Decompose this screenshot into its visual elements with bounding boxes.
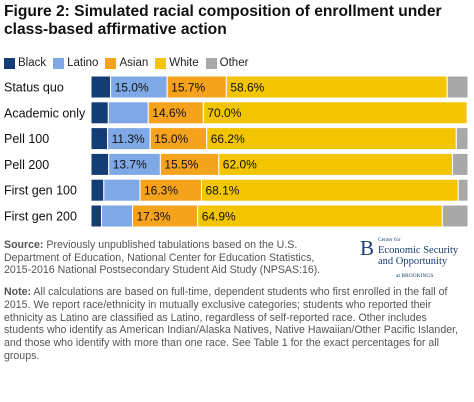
note-label: Note:	[4, 286, 32, 298]
data-label: 58.6%	[230, 80, 264, 94]
bar-segment-other	[446, 75, 469, 99]
category-label: First gen 100	[4, 184, 77, 198]
legend-swatch-asian	[105, 57, 117, 69]
legend-swatch-black	[4, 57, 15, 69]
chart-title: Figure 2: Simulated racial composition o…	[4, 3, 442, 38]
logo-line-2: and Opportunity	[378, 256, 448, 267]
legend-label-white: White	[169, 57, 199, 69]
bar-segment-other	[457, 178, 469, 202]
bar-segment-black	[90, 178, 105, 202]
legend-label-latino: Latino	[67, 57, 99, 69]
category-label: First gen 200	[4, 210, 77, 224]
bar-segment-latino	[103, 178, 141, 202]
legend-swatch-white	[155, 57, 167, 69]
bar-segment-white	[202, 101, 468, 125]
logo-line-1: Economic Security	[378, 245, 459, 256]
stacked-bar-chart: Status quo 15.0% 15.7% 58.6% Academic only 14…	[4, 75, 469, 228]
legend-item-asian: Asian	[105, 57, 148, 69]
data-label: 15.7%	[171, 80, 205, 94]
data-label: 15.5%	[164, 158, 198, 172]
data-label: 11.3%	[112, 132, 145, 146]
data-label: 15.0%	[154, 132, 188, 146]
data-label: 17.3%	[136, 209, 170, 223]
bar-segment-latino	[107, 101, 149, 125]
legend-item-white: White	[155, 57, 199, 69]
data-label: 62.0%	[223, 158, 257, 172]
legend-swatch-other	[205, 57, 217, 69]
data-label: 16.3%	[144, 184, 178, 198]
bar-segment-black	[90, 127, 109, 151]
data-label: 70.0%	[207, 106, 241, 120]
brookings-logo: B Center for Economic Security and Oppor…	[360, 236, 472, 280]
data-label: 13.7%	[113, 158, 147, 172]
category-label: Academic only	[4, 106, 86, 120]
legend-item-black: Black	[4, 57, 46, 69]
data-label: 15.0%	[115, 80, 149, 94]
legend-item-other: Other	[205, 57, 249, 69]
data-label: 64.9%	[202, 209, 236, 223]
data-label: 66.2%	[211, 132, 245, 146]
bar-segment-other	[455, 127, 469, 151]
note-text-block: Note: All calculations are based on full…	[4, 286, 466, 363]
data-label: 14.6%	[152, 106, 186, 120]
category-label: Pell 200	[4, 158, 49, 172]
bar-segment-black	[90, 101, 109, 125]
source-label: Source:	[4, 239, 44, 251]
legend-label-asian: Asian	[119, 57, 149, 69]
legend-label-other: Other	[219, 57, 249, 69]
legend-swatch-latino	[53, 57, 65, 69]
category-label: Pell 100	[4, 132, 49, 146]
logo-letter: B	[360, 236, 375, 260]
logo-small-text: Center for	[378, 237, 401, 243]
legend-item-latino: Latino	[53, 57, 98, 69]
bar-segment-black	[90, 204, 103, 228]
bar-segment-other	[466, 101, 469, 125]
logo-tiny-text: at BROOKINGS	[396, 273, 434, 279]
source-note: Source: Previously unpublished tabulatio…	[4, 239, 344, 277]
legend-label-black: Black	[18, 57, 47, 69]
note-text: All calculations are based on full-time,…	[4, 286, 458, 362]
source-text: Previously unpublished tabulations based…	[4, 239, 321, 277]
category-label: Status quo	[4, 81, 64, 95]
bar-segment-other	[441, 204, 469, 228]
data-label: 68.1%	[205, 184, 239, 198]
legend: Black Latino Asian White Other	[4, 56, 255, 70]
bar-segment-latino	[101, 204, 133, 228]
bar-segment-black	[90, 152, 110, 176]
bar-segment-other	[452, 152, 469, 176]
bar-segment-white	[200, 178, 459, 202]
bar-segment-black	[90, 75, 112, 99]
